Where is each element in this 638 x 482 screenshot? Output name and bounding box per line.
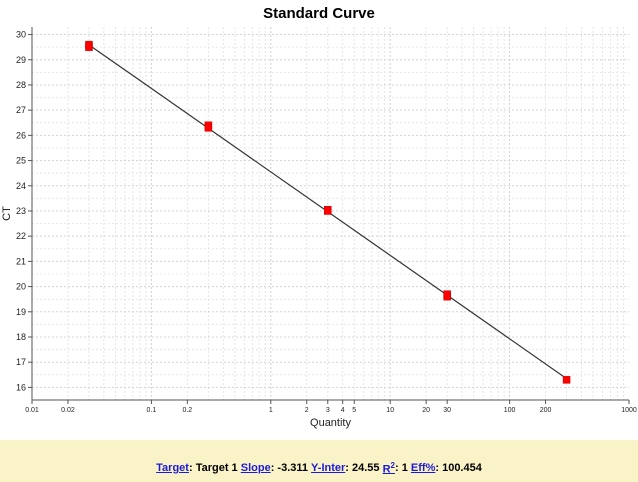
standard-curve-chart: Standard Curve16171819202122232425262728…: [1, 5, 637, 429]
y-tick-label: 19: [16, 307, 26, 317]
data-point: [324, 207, 332, 215]
y-tick-label: 21: [16, 256, 26, 266]
x-tick-label: 2: [305, 407, 309, 414]
y-tick-label: 22: [16, 231, 26, 241]
x-tick-label: 5: [352, 407, 356, 414]
x-tick-label: 0.1: [147, 407, 157, 414]
x-tick-label: 200: [540, 407, 552, 414]
r2-label: R: [382, 463, 391, 476]
data-point: [443, 292, 451, 301]
y-tick-label: 24: [16, 181, 26, 191]
y-tick-label: 17: [16, 357, 26, 367]
y-tick-label: 26: [16, 130, 26, 140]
x-axis-label: Quantity: [310, 417, 351, 429]
x-tick-label: 3: [326, 407, 330, 414]
data-point: [85, 43, 93, 51]
x-tick-label: 1000: [621, 407, 637, 414]
x-tick-label: 30: [443, 407, 451, 414]
x-tick-label: 0.02: [61, 407, 75, 414]
yinter-link[interactable]: Y-Inter: [311, 462, 346, 474]
summary-bar: Target : Target 1 Slope : -3.311 Y-Inter…: [0, 440, 638, 482]
x-tick-label: 4: [341, 407, 345, 414]
eff-value: : 100.454: [435, 462, 482, 474]
y-tick-label: 20: [16, 282, 26, 292]
x-tick-label: 0.2: [182, 407, 192, 414]
data-point: [562, 376, 571, 384]
yinter-value: : 24.55: [345, 462, 383, 474]
x-tick-label: 10: [386, 407, 394, 414]
r2-value: : 1: [395, 462, 411, 474]
y-tick-label: 25: [16, 156, 26, 166]
x-tick-label: 1: [269, 407, 273, 414]
x-tick-label: 20: [422, 407, 430, 414]
y-tick-label: 28: [16, 80, 26, 90]
y-tick-label: 23: [16, 206, 26, 216]
r2-superscript: 2: [390, 460, 395, 470]
y-tick-label: 18: [16, 332, 26, 342]
target-link[interactable]: Target: [156, 462, 189, 474]
y-axis-label: CT: [1, 206, 13, 221]
target-value: : Target 1: [188, 462, 241, 474]
y-tick-label: 29: [16, 55, 26, 65]
data-point: [204, 124, 213, 132]
r2-link[interactable]: R2: [383, 461, 395, 476]
eff-link[interactable]: Eff%: [410, 462, 436, 474]
y-tick-label: 30: [16, 30, 26, 40]
slope-link[interactable]: Slope: [240, 462, 271, 474]
chart-title: Standard Curve: [263, 5, 375, 22]
slope-value: : -3.311: [270, 462, 312, 474]
x-tick-label: 100: [504, 407, 516, 414]
y-tick-label: 27: [16, 105, 26, 115]
y-tick-label: 16: [16, 382, 26, 392]
x-tick-label: 0.01: [25, 407, 39, 414]
